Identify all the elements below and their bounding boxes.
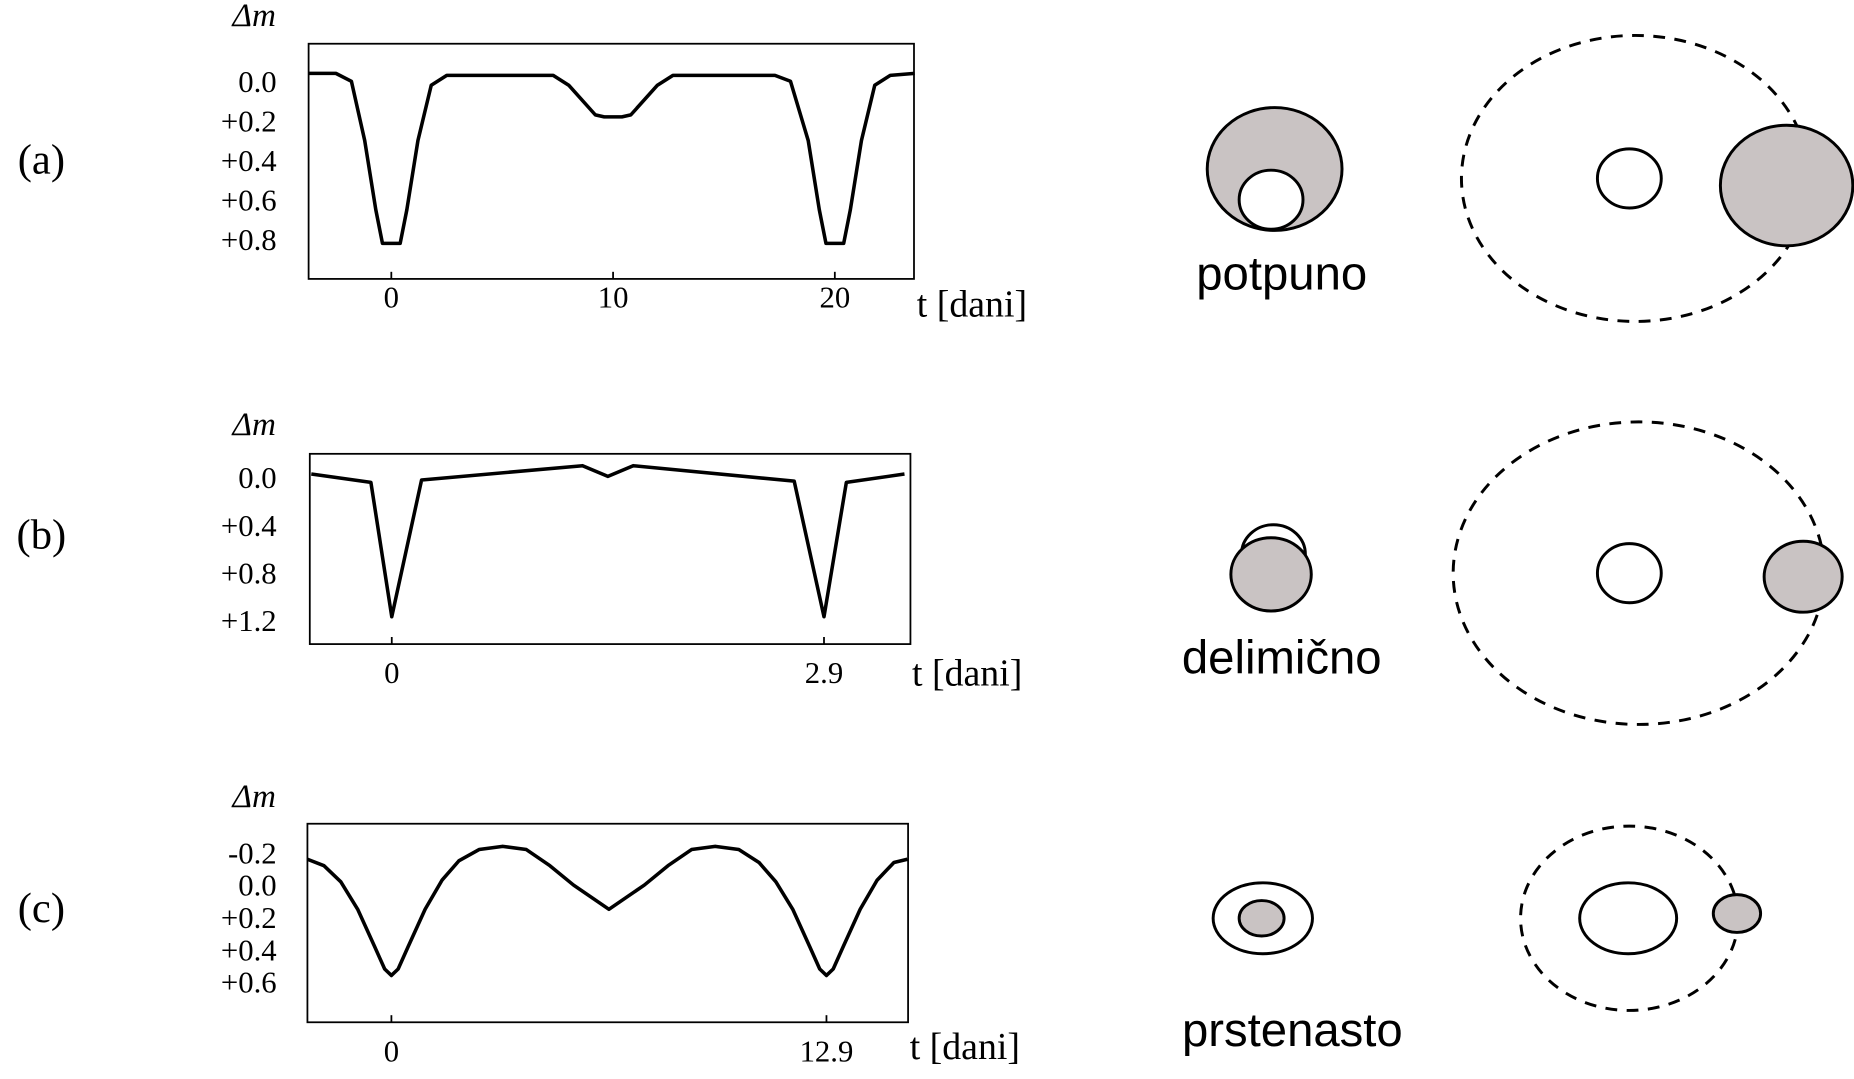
y-tick-label: +0.4 [221,933,277,967]
companion-disk [1237,899,1286,938]
companion-disk [1237,168,1305,231]
star-disk [1578,881,1679,956]
diagram-label: prstenasto [1182,1004,1403,1057]
plot-frame [308,452,912,645]
diagram-label: potpuno [1196,248,1367,301]
companion-disk [1229,536,1313,613]
x-axis-label: t [dani] [917,284,1027,326]
x-tick-label: 2.9 [805,656,843,690]
x-tick-label: 12.9 [800,1034,854,1068]
star-disk [1595,147,1663,210]
diagrams [1205,33,1854,1012]
y-axis-label: Δm [231,0,276,34]
y-tick-label: 0.0 [238,65,276,99]
y-tick-label: +0.8 [221,223,277,257]
y-tick-label: +0.6 [221,183,277,217]
y-tick-label: +0.6 [221,966,277,1000]
panel-label: (a) [18,137,65,184]
y-tick-label: +0.4 [221,509,277,543]
x-tick-label: 10 [598,280,629,314]
x-tick-label: 0 [384,1034,399,1068]
y-tick-label: 0.0 [238,869,276,903]
y-tick-label: +0.8 [221,556,277,590]
x-axis-label: t [dani] [912,652,1022,694]
y-axis-label: Δm [231,779,276,815]
light-curve [311,463,905,619]
star-disk [1595,542,1663,605]
x-axis-label: t [dani] [910,1026,1020,1068]
panel-label: (c) [18,885,65,932]
x-tick-label: 20 [819,280,850,314]
y-tick-label: 0.0 [238,461,276,495]
plot-frame [306,822,909,1024]
companion-disk [1711,893,1763,934]
panel-label: (b) [17,511,67,558]
x-tick-label: 0 [384,656,399,690]
y-tick-label: -0.2 [228,836,277,870]
companion-disk [1762,539,1844,614]
diagram-label: delimično [1182,632,1382,685]
y-axis-label: Δm [231,407,276,443]
companion-disk [1718,123,1854,248]
y-tick-label: +0.4 [221,144,277,178]
y-tick-label: +0.2 [221,104,277,138]
plot-frame [307,42,915,280]
y-tick-label: +0.2 [221,901,277,935]
light-curve [309,71,915,246]
light-curve [306,844,908,978]
y-tick-label: +1.2 [221,604,277,638]
x-tick-label: 0 [384,280,399,314]
